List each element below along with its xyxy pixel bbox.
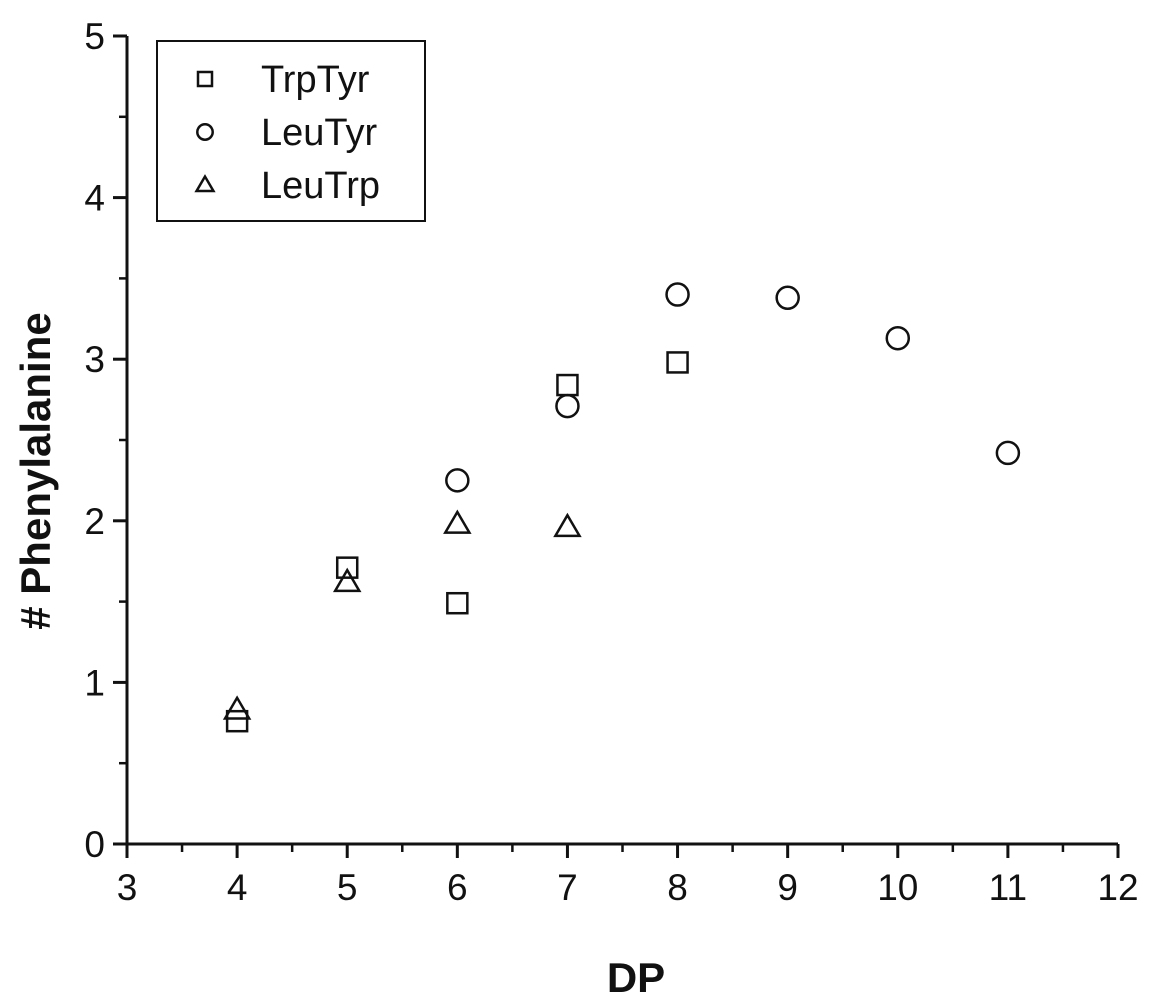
y-axis-title: # Phenylalanine [12,312,59,629]
leutyr-circle-marker [445,468,470,493]
x-tick-label: 3 [117,867,138,908]
leutyr-circle-marker [665,282,690,307]
y-axis-ticks: 0 1 2 3 4 5 [84,16,127,865]
legend-label-leutrp: LeuTrp [261,165,380,207]
leutrp-triangle-marker [553,512,582,538]
legend-square-icon [196,70,214,88]
y-tick-label: 1 [84,662,105,703]
trptyr-square-marker [666,351,689,374]
leutyr-circle-marker [885,325,911,351]
x-tick-label: 11 [989,867,1027,908]
x-tick-label: 4 [227,867,248,908]
data-points [222,282,1021,733]
y-tick-label: 0 [84,824,105,865]
x-tick-label: 12 [1097,867,1138,908]
legend-triangle-icon [194,174,216,193]
y-tick-label: 2 [84,501,105,542]
y-tick-label: 5 [84,16,105,57]
leutyr-circle-marker [995,440,1021,466]
legend: TrpTyr LeuTyr LeuTrp [156,40,426,222]
trptyr-square-marker [335,556,359,579]
trptyr-square-marker [225,709,249,733]
leutyr-circle-marker [555,393,580,419]
y-tick-label: 4 [84,178,105,219]
x-axis-ticks: 3 4 5 6 7 8 9 10 11 12 [117,844,1139,908]
x-tick-label: 10 [877,867,918,908]
legend-circle-icon [196,123,214,141]
x-tick-label: 7 [557,867,578,908]
y-tick-label: 3 [84,339,105,380]
legend-label-leutyr: LeuTyr [261,112,378,154]
trptyr-square-marker [446,591,469,615]
leutyr-circle-marker [775,285,800,311]
leutrp-triangle-marker [443,509,472,534]
leutrp-triangle-marker [222,695,252,720]
legend-label-trptyr: TrpTyr [261,59,370,101]
x-tick-label: 5 [337,867,358,908]
x-tick-label: 9 [777,867,798,908]
trptyr-square-marker [556,373,579,397]
leutrp-triangle-marker [332,567,362,593]
x-axis-title: DP [607,954,665,1000]
x-tick-label: 8 [667,867,688,908]
x-tick-label: 6 [447,867,468,908]
